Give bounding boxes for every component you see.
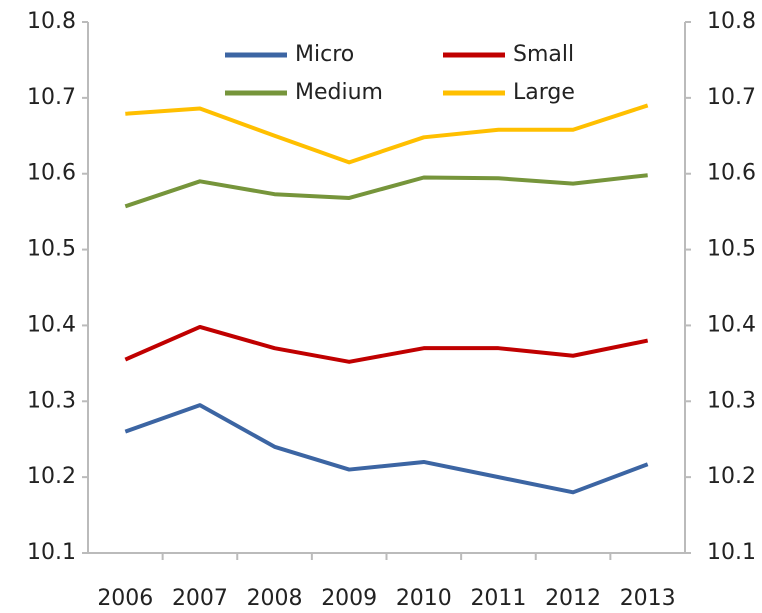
y-tick-label: 10.6 (27, 161, 76, 186)
y2-tick-label: 10.7 (707, 85, 756, 110)
legend-label: Large (513, 80, 575, 105)
x-tick-label: 2010 (396, 586, 452, 611)
y-tick-label: 10.4 (27, 312, 76, 337)
y2-tick-label: 10.2 (707, 464, 756, 489)
x-tick-label: 2012 (545, 586, 601, 611)
y2-tick-label: 10.1 (707, 540, 756, 565)
line-series (125, 103, 649, 165)
line-series (124, 403, 649, 495)
x-tick-label: 2013 (620, 586, 676, 611)
y2-tick-label: 10.5 (707, 237, 756, 262)
y2-tick-label: 10.6 (707, 161, 756, 186)
x-tick-label: 2009 (321, 586, 377, 611)
x-tick-label: 2008 (247, 586, 303, 611)
x-tick-label: 2007 (172, 586, 228, 611)
y2-tick-label: 10.4 (707, 312, 756, 337)
x-tick-label: 2011 (470, 586, 526, 611)
y2-tick-label: 10.8 (707, 9, 756, 34)
legend-label: Medium (295, 80, 383, 105)
y-tick-label: 10.1 (27, 540, 76, 565)
legend-label: Micro (295, 42, 354, 67)
y-tick-label: 10.7 (27, 85, 76, 110)
line-series (124, 324, 649, 364)
y-tick-label: 10.3 (27, 388, 76, 413)
x-tick-label: 2006 (97, 586, 153, 611)
y-tick-label: 10.8 (27, 9, 76, 34)
legend-label: Small (513, 42, 574, 67)
line-series (124, 173, 648, 209)
y-tick-label: 10.5 (27, 237, 76, 262)
y-tick-label: 10.2 (27, 464, 76, 489)
y2-tick-label: 10.3 (707, 388, 756, 413)
